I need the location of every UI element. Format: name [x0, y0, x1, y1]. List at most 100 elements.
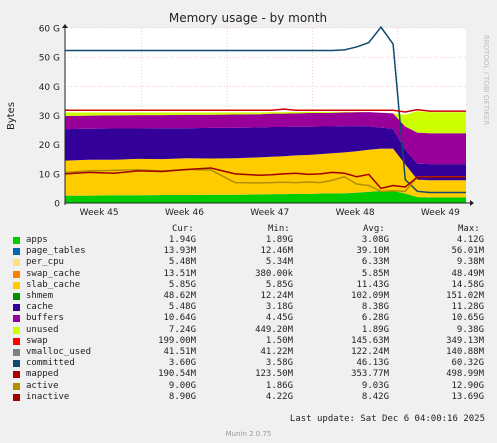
legend-max-value: 14.58G	[451, 279, 484, 290]
legend-min-value: 12.46M	[260, 246, 293, 257]
legend-avg-value: 3.08G	[361, 235, 389, 245]
legend-min-value: 12.24M	[260, 291, 293, 301]
legend-swatch	[13, 248, 20, 256]
legend-name: inactive	[26, 391, 70, 402]
legend-min-value: 123.50M	[255, 369, 293, 380]
header-cur: Cur:	[172, 224, 194, 234]
legend-name: vmalloc_used	[26, 347, 92, 357]
y-tick-label: 0	[54, 200, 60, 210]
legend-max-value: 140.88M	[446, 347, 484, 357]
x-tick-label: Week 48	[336, 208, 375, 218]
legend-swatch	[13, 393, 20, 401]
x-tick-label: Week 45	[80, 208, 119, 218]
legend-swatch	[13, 259, 20, 267]
legend-row-inactive: inactive 8.90G 4.22G 8.42G 13.69G	[0, 392, 497, 403]
legend-avg-value: 5.85M	[361, 268, 389, 279]
x-ticks: Week 45 Week 46 Week 47 Week 48 Week 49	[80, 208, 461, 218]
legend-swatch	[13, 304, 20, 312]
legend-name: unused	[26, 324, 59, 335]
legend-name: shmem	[26, 291, 54, 301]
x-tick-label: Week 47	[250, 208, 289, 218]
legend-avg-value: 9.03G	[361, 380, 389, 391]
legend-cur-value: 41.51M	[163, 347, 196, 357]
legend-avg-value: 102.09M	[351, 291, 389, 301]
legend-swatch	[13, 349, 20, 356]
legend-max-value: 349.13M	[446, 335, 484, 346]
legend-cur-value: 190.54M	[158, 369, 196, 380]
legend-cur-value: 8.90G	[168, 391, 196, 402]
line-committed	[65, 25, 466, 194]
legend-avg-value: 11.43G	[356, 279, 389, 290]
legend-row-swap-cache: swap_cache 13.51M 380.00k 5.85M 48.49M	[0, 269, 497, 280]
legend-row-active: active 9.00G 1.86G 9.03G 12.90G	[0, 381, 497, 392]
legend-name: swap	[26, 335, 48, 346]
x-tick-label: Week 49	[421, 208, 460, 218]
area-unused	[65, 111, 466, 134]
legend-swatch	[13, 371, 20, 379]
y-axis-arrow	[62, 24, 68, 28]
legend-row-mapped: mapped 190.54M 123.50M 353.77M 498.99M	[0, 369, 497, 380]
legend-avg-value: 145.63M	[351, 335, 389, 346]
legend-name: page_tables	[26, 246, 86, 257]
legend-min-value: 1.86G	[265, 380, 293, 391]
y-tick-label: 60 G	[39, 25, 60, 35]
legend-avg-value: 353.77M	[351, 369, 389, 380]
y-ticks: 0 10 G 20 G 30 G 40 G 50 G 60 G	[39, 25, 61, 210]
legend-avg-value: 122.24M	[351, 347, 389, 357]
legend-cur-value: 1.94G	[168, 235, 196, 245]
legend-row-vmalloc-used: vmalloc_used 41.51M 41.22M 122.24M 140.88M	[0, 347, 497, 358]
area-buffers	[65, 112, 466, 165]
y-tick-label: 20 G	[39, 141, 60, 151]
legend-max-value: 56.01M	[451, 246, 484, 257]
legend-cur-value: 13.51M	[163, 268, 196, 279]
stacked-areas	[65, 111, 466, 203]
legend-max-value: 11.28G	[451, 302, 484, 313]
legend-avg-value: 6.33M	[361, 257, 389, 268]
legend-avg-value: 1.89G	[361, 324, 389, 335]
legend-min-value: 5.85G	[265, 279, 293, 290]
legend-max-value: 10.65G	[451, 313, 484, 324]
legend-name: cache	[26, 302, 54, 313]
legend-row-page-tables: page_tables 13.93M 12.46M 39.10M 56.01M	[0, 246, 497, 257]
header-avg: Avg:	[363, 224, 385, 234]
header-min: Min:	[268, 224, 290, 234]
legend-row-shmem: shmem 48.62M 12.24M 102.09M 151.02M	[0, 291, 497, 302]
legend-max-value: 9.38G	[456, 324, 484, 335]
y-tick-label: 10 G	[39, 170, 60, 180]
legend-avg-value: 8.42G	[361, 391, 389, 402]
legend-row-slab-cache: slab_cache 5.85G 5.85G 11.43G 14.58G	[0, 280, 497, 291]
legend-avg-value: 6.28G	[361, 313, 389, 324]
chart-title: Memory usage - by month	[169, 11, 327, 25]
legend-min-value: 380.00k	[255, 268, 293, 279]
rrdtool-credit: RRDTOOL / TOBI OETIKER	[482, 35, 490, 125]
legend-max-value: 498.99M	[446, 369, 484, 380]
line-swap	[65, 108, 466, 113]
legend-row-buffers: buffers 10.64G 4.45G 6.28G 10.65G	[0, 313, 497, 324]
legend-row-unused: unused 7.24G 449.20M 1.89G 9.38G	[0, 325, 497, 336]
legend-name: mapped	[26, 369, 59, 380]
legend-cur-value: 5.85G	[168, 279, 196, 290]
legend-min-value: 1.89G	[265, 235, 293, 245]
area-cache	[65, 126, 466, 181]
y-tick-label: 40 G	[39, 83, 60, 93]
legend-avg-value: 46.13G	[356, 358, 389, 369]
area-apps	[65, 191, 466, 203]
x-tick-label: Week 46	[165, 208, 204, 218]
legend-min-value: 41.22M	[260, 347, 293, 357]
legend-name: per_cpu	[26, 257, 64, 268]
legend-swatch	[13, 237, 20, 244]
legend-max-value: 151.02M	[446, 291, 484, 301]
legend-max-value: 13.69G	[451, 391, 484, 402]
legend-name: slab_cache	[26, 279, 81, 290]
legend-cur-value: 9.00G	[168, 380, 196, 391]
y-tick-label: 50 G	[39, 54, 60, 64]
legend-avg-value: 39.10M	[356, 246, 389, 257]
legend-row-cache: cache 5.48G 3.18G 8.38G 11.28G	[0, 302, 497, 313]
legend-name: buffers	[26, 313, 64, 324]
legend-min-value: 1.50M	[265, 335, 293, 346]
legend-row-committed: committed 3.60G 3.58G 46.13G 60.32G	[0, 358, 497, 369]
legend-cur-value: 7.24G	[168, 324, 196, 335]
legend-row-per-cpu: per_cpu 5.48M 5.34M 6.33M 9.38M	[0, 257, 497, 268]
legend-cur-value: 13.93M	[163, 246, 196, 257]
legend-swatch	[13, 337, 20, 345]
